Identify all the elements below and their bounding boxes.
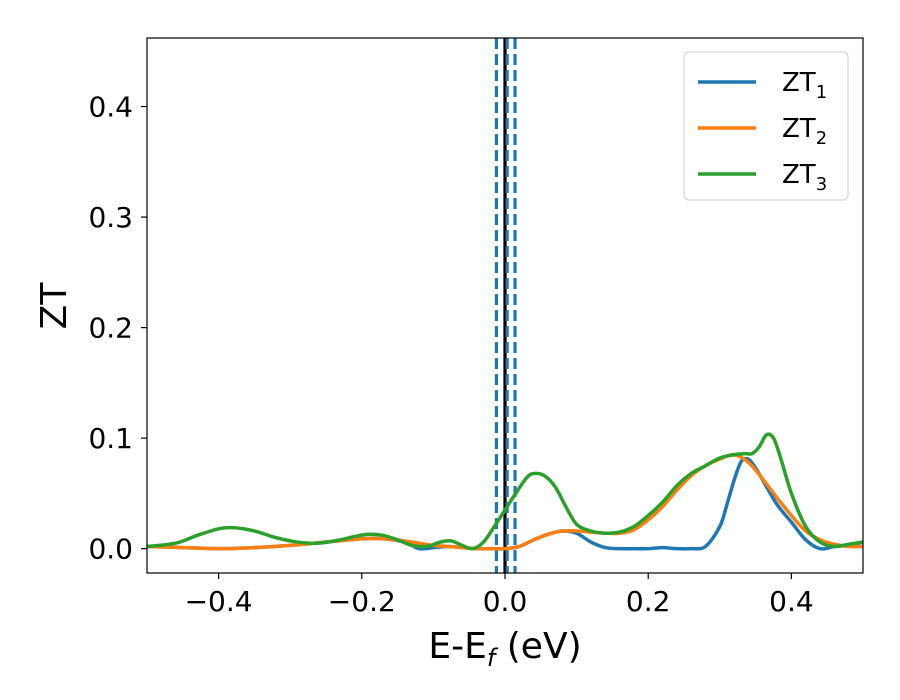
legend-label-base: ZT <box>782 160 816 190</box>
y-tick-label: 0.1 <box>88 422 133 455</box>
x-axis-title-main: E-E <box>428 626 486 667</box>
x-tick-label: −0.4 <box>185 585 253 618</box>
series-line-zt2 <box>147 452 863 551</box>
y-axis-title: ZT <box>34 282 75 330</box>
x-tick-label: 0.4 <box>769 585 814 618</box>
series-lines <box>147 432 863 551</box>
legend-label-base: ZT <box>782 68 816 98</box>
x-axis-title: E-Ef (eV) <box>428 626 581 672</box>
x-tick-label: 0.2 <box>626 585 671 618</box>
legend-label-zt1: ZT1 <box>782 68 827 103</box>
y-tick-label: 0.0 <box>88 533 133 566</box>
legend-label-zt3: ZT3 <box>782 160 827 195</box>
y-tick-label: 0.2 <box>88 312 133 345</box>
legend-label-subscript: 2 <box>816 128 827 149</box>
series-line-zt3 <box>147 432 863 551</box>
legend-label-base: ZT <box>782 114 816 144</box>
vertical-reference-lines <box>494 38 517 573</box>
x-tick-label: −0.2 <box>328 585 396 618</box>
y-tick-label: 0.4 <box>88 91 133 124</box>
y-axis-ticks: 0.0 0.1 0.2 0.3 0.4 <box>88 91 147 566</box>
legend-box <box>683 51 849 201</box>
legend-label-zt2: ZT2 <box>782 114 827 149</box>
legend-label-subscript: 3 <box>816 174 827 195</box>
y-tick-label: 0.3 <box>88 201 133 234</box>
x-tick-label: 0.0 <box>483 585 528 618</box>
legend-label-subscript: 1 <box>816 82 827 103</box>
x-axis-title-unit: (eV) <box>495 626 581 667</box>
x-axis-ticks: −0.4 −0.2 0.0 0.2 0.4 <box>185 573 814 618</box>
